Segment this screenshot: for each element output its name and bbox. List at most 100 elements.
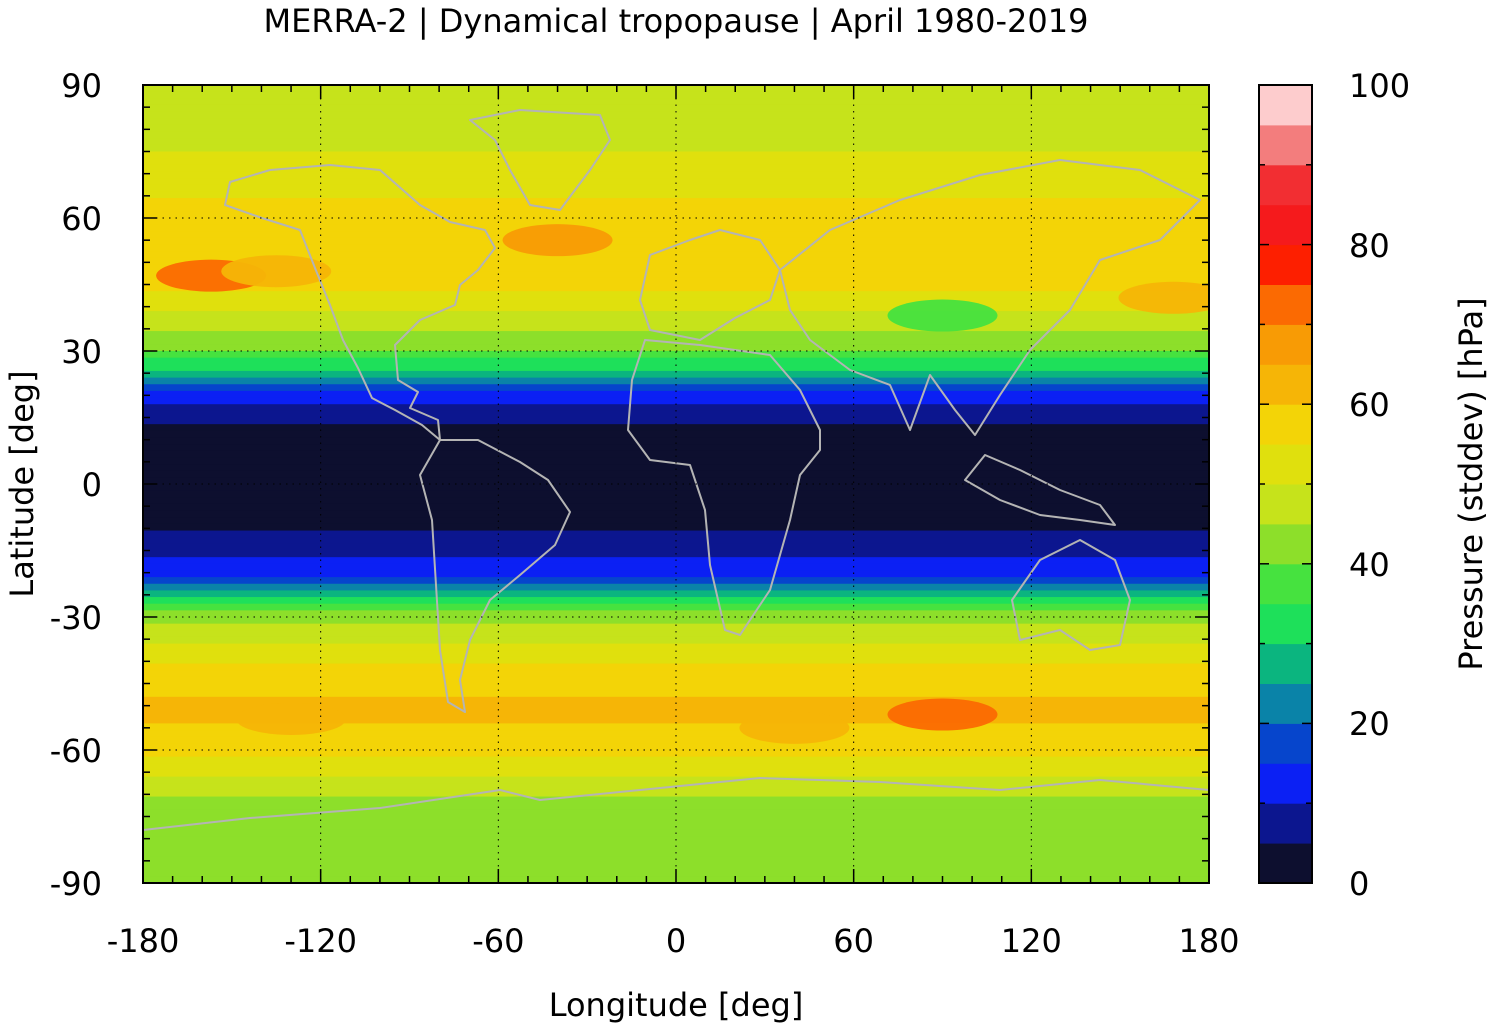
latitude-band <box>143 417 1209 425</box>
latitude-band <box>143 769 1209 778</box>
colorbar-tick-label: 40 <box>1349 546 1390 584</box>
colorbar-segment <box>1259 603 1312 645</box>
latitude-band <box>143 470 1209 478</box>
regional-feature <box>236 702 347 735</box>
latitude-band <box>143 570 1209 578</box>
colorbar-segment <box>1259 244 1312 285</box>
latitude-band <box>143 497 1209 505</box>
latitude-band <box>143 610 1209 618</box>
colorbar-segment <box>1259 124 1312 166</box>
latitude-band <box>143 743 1209 751</box>
coastline-north-america <box>224 164 496 441</box>
latitude-band <box>143 444 1209 452</box>
latitude-band <box>143 583 1209 591</box>
latitude-band <box>143 736 1209 744</box>
colorbar-segment <box>1259 364 1312 405</box>
y-axis-tick-labels: 90 60 30 0 -30 -60 -90 <box>50 67 102 903</box>
latitude-band <box>143 138 1209 146</box>
x-tick-label: -180 <box>107 922 180 960</box>
latitude-band <box>143 98 1209 106</box>
latitude-band <box>143 603 1209 611</box>
regional-features <box>156 224 1209 744</box>
latitude-band <box>143 384 1209 392</box>
y-tick-label: 30 <box>61 333 102 371</box>
colorbar-segment <box>1259 563 1312 605</box>
x-tick-label: 60 <box>833 922 874 960</box>
latitude-band <box>143 211 1209 219</box>
axis-ticks <box>142 84 1210 884</box>
latitude-band <box>143 370 1209 379</box>
latitude-band <box>143 390 1209 399</box>
latitude-band <box>143 184 1209 192</box>
latitude-band <box>143 424 1209 432</box>
y-tick-label: -60 <box>50 732 102 770</box>
latitude-band <box>143 597 1209 605</box>
plot-area <box>143 85 1209 883</box>
latitude-band <box>143 178 1209 186</box>
latitude-band <box>143 144 1209 153</box>
latitude-band <box>143 863 1209 871</box>
colorbar-segment <box>1259 324 1312 365</box>
latitude-band <box>143 676 1209 685</box>
x-axis-label: Longitude [deg] <box>549 986 804 1024</box>
latitude-band <box>143 490 1209 498</box>
latitude-band <box>143 104 1209 113</box>
latitude-band <box>143 763 1209 771</box>
latitude-band <box>143 437 1209 445</box>
latitude-band <box>143 204 1209 212</box>
latitude-band <box>143 364 1209 372</box>
latitude-band <box>143 670 1209 678</box>
colorbar-tick-label: 0 <box>1349 865 1369 903</box>
coastline-africa <box>627 339 821 636</box>
colorbar-segment <box>1259 723 1312 764</box>
colorbar-label: Pressure (stddev) [hPa] <box>1452 297 1490 670</box>
y-tick-label: -30 <box>50 599 102 637</box>
latitude-band <box>143 776 1209 784</box>
x-axis-tick-labels: -180 -120 -60 0 60 120 180 <box>107 922 1240 960</box>
latitude-band <box>143 357 1209 365</box>
latitude-band <box>143 690 1209 698</box>
latitude-band <box>143 756 1209 764</box>
latitude-band <box>143 750 1209 758</box>
regional-feature <box>1118 281 1209 314</box>
latitude-band <box>143 577 1209 585</box>
colorbar-segment <box>1259 484 1312 525</box>
latitude-band <box>143 484 1209 492</box>
latitude-band <box>143 450 1209 458</box>
latitude-band <box>143 723 1209 731</box>
latitude-band <box>143 590 1209 598</box>
coastlines <box>143 109 1209 831</box>
chart-title: MERRA-2 | Dynamical tropopause | April 1… <box>264 2 1089 40</box>
colorbar-segment <box>1259 404 1312 445</box>
coastline-europe <box>639 229 781 341</box>
latitude-band <box>143 477 1209 485</box>
latitude-band <box>143 111 1209 119</box>
colorbar-segment <box>1259 843 1312 884</box>
latitude-band <box>143 856 1209 864</box>
colorbar-segment <box>1259 523 1312 565</box>
x-tick-label: 180 <box>1178 922 1239 960</box>
latitude-band <box>143 464 1209 472</box>
colorbar-segment <box>1259 164 1312 206</box>
latitude-band <box>143 344 1209 352</box>
colorbar-frame <box>1258 84 1313 884</box>
colorbar <box>1259 84 1312 884</box>
y-tick-label: 60 <box>61 200 102 238</box>
latitude-band <box>143 118 1209 126</box>
regional-feature <box>887 698 998 731</box>
latitude-band <box>143 623 1209 631</box>
colorbar-segment <box>1259 284 1312 325</box>
colorbar-segment <box>1259 444 1312 485</box>
colorbar-segment <box>1259 683 1312 724</box>
latitude-band <box>143 404 1209 412</box>
colorbar-segment <box>1259 803 1312 844</box>
latitude-band <box>143 430 1209 439</box>
colorbar-segment <box>1259 85 1312 126</box>
latitude-band <box>143 337 1209 345</box>
latitude-band <box>143 643 1209 651</box>
latitude-band <box>143 304 1209 312</box>
colorbar-segment <box>1259 204 1312 246</box>
regional-feature <box>502 224 613 257</box>
latitude-band <box>143 171 1209 179</box>
latitude-band <box>143 131 1209 139</box>
